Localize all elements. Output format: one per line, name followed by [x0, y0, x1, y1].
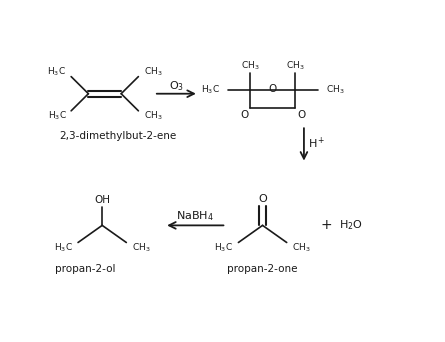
- Text: CH$_3$: CH$_3$: [326, 83, 344, 96]
- Text: H$_3$C: H$_3$C: [214, 241, 233, 254]
- Text: H$_3$C: H$_3$C: [54, 241, 73, 254]
- Text: O: O: [240, 110, 248, 120]
- Text: CH$_3$: CH$_3$: [144, 65, 162, 78]
- Text: CH$_3$: CH$_3$: [292, 241, 311, 254]
- Text: H$^+$: H$^+$: [308, 136, 326, 152]
- Text: H$_2$O: H$_2$O: [339, 219, 362, 232]
- Text: CH$_3$: CH$_3$: [286, 60, 305, 72]
- Text: O: O: [258, 194, 267, 204]
- Text: propan-2-ol: propan-2-ol: [55, 264, 115, 274]
- Text: O$_3$: O$_3$: [169, 79, 184, 93]
- Text: CH$_3$: CH$_3$: [132, 241, 150, 254]
- Text: OH: OH: [94, 195, 110, 205]
- Text: H$_3$C: H$_3$C: [48, 110, 67, 122]
- Text: O: O: [269, 84, 277, 94]
- Text: CH$_3$: CH$_3$: [144, 110, 162, 122]
- Text: H$_3$C: H$_3$C: [47, 65, 66, 78]
- Text: H$_3$C: H$_3$C: [201, 83, 220, 96]
- Text: NaBH$_4$: NaBH$_4$: [176, 209, 214, 223]
- Text: 2,3-dimethylbut-2-ene: 2,3-dimethylbut-2-ene: [59, 131, 176, 141]
- Text: +: +: [320, 219, 332, 232]
- Text: propan-2-one: propan-2-one: [227, 264, 298, 274]
- Text: O: O: [297, 110, 306, 120]
- Text: CH$_3$: CH$_3$: [241, 60, 260, 72]
